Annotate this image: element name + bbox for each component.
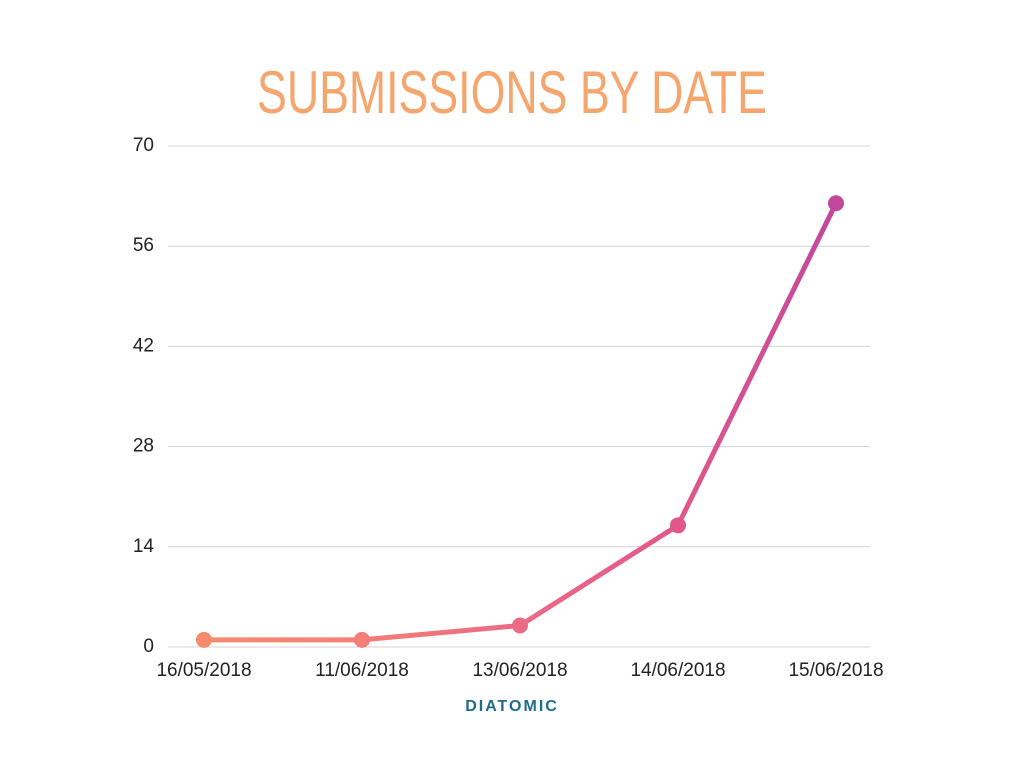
x-axis-label: DIATOMIC: [465, 698, 559, 715]
y-tick-label: 0: [143, 636, 154, 657]
x-tick-label: 11/06/2018: [315, 660, 409, 681]
data-point: [196, 631, 212, 648]
data-point: [828, 195, 844, 212]
y-tick-label: 28: [133, 436, 154, 457]
y-tick-label: 70: [133, 135, 154, 156]
x-tick-label: 14/06/2018: [630, 660, 725, 681]
y-tick-label: 14: [133, 536, 155, 557]
data-line: [204, 202, 839, 643]
y-tick-label: 42: [133, 335, 154, 356]
x-tick-label: 16/05/2018: [156, 660, 251, 681]
x-tick-label: 15/06/2018: [788, 660, 883, 681]
x-tick-label: 13/06/2018: [472, 660, 567, 681]
data-point: [512, 617, 528, 634]
data-point: [354, 631, 370, 648]
y-tick-label: 56: [133, 235, 154, 256]
chart-title: SUBMISSIONS BY DATE: [257, 59, 767, 126]
data-point: [670, 517, 686, 534]
